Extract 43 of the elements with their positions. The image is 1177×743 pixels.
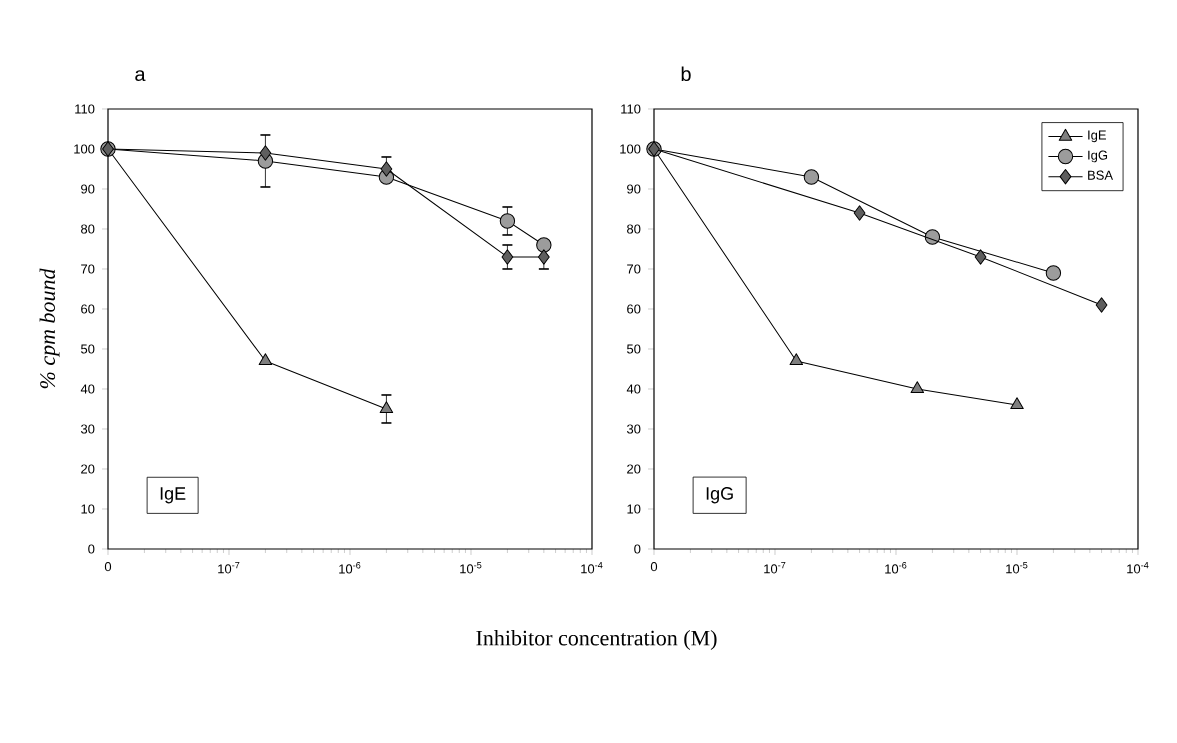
y-tick-label: 70 bbox=[81, 264, 95, 274]
x-tick-label: 0 bbox=[650, 562, 658, 572]
y-tick-label: 60 bbox=[627, 304, 641, 314]
x-tick-label: 10$^{-6}$ bbox=[339, 562, 361, 574]
annotation: IgE bbox=[160, 487, 186, 504]
y-tick-label: 60 bbox=[81, 304, 95, 314]
y-axis-title: % cpm bound bbox=[39, 268, 60, 389]
y-tick-label: 70 bbox=[627, 264, 641, 274]
chart-title: b bbox=[681, 66, 691, 82]
y-tick-label: 90 bbox=[81, 184, 95, 194]
x-tick-label: 10$^{-6}$ bbox=[885, 562, 907, 574]
y-tick-label: 110 bbox=[75, 104, 95, 114]
x-axis-title: Inhibitor concentration (M) bbox=[476, 630, 717, 650]
y-tick-label: 100 bbox=[74, 144, 95, 154]
y-tick-label: 10 bbox=[627, 504, 641, 514]
y-tick-label: 30 bbox=[80, 424, 95, 434]
y-tick-label: 40 bbox=[80, 384, 95, 394]
y-tick-label: 20 bbox=[627, 464, 641, 474]
y-tick-label: 0 bbox=[88, 544, 95, 554]
y-tick-label: 0 bbox=[634, 544, 641, 554]
y-tick-label: 90 bbox=[627, 184, 641, 194]
y-tick-label: 40 bbox=[626, 384, 641, 394]
y-tick-label: 110 bbox=[621, 104, 641, 114]
x-tick-label: 10$^{-5}$ bbox=[460, 562, 482, 574]
legend-label: IgG bbox=[1088, 150, 1108, 163]
x-tick-label: 10$^{-7}$ bbox=[764, 562, 786, 574]
chart-title: a bbox=[135, 70, 146, 82]
y-tick-label: 30 bbox=[626, 424, 641, 434]
y-tick-label: 20 bbox=[81, 464, 95, 474]
x-tick-label: 10$^{-4}$ bbox=[581, 562, 603, 574]
y-tick-label: 100 bbox=[620, 144, 641, 154]
y-tick-label: 80 bbox=[81, 224, 95, 234]
x-tick-label: 10$^{-4}$ bbox=[1127, 562, 1149, 574]
legend-label: IgE bbox=[1088, 130, 1106, 143]
y-tick-label: 50 bbox=[81, 344, 95, 354]
x-tick-label: 10$^{-5}$ bbox=[1006, 562, 1028, 574]
annotation: IgG bbox=[706, 487, 733, 504]
x-tick-label: 10$^{-7}$ bbox=[218, 562, 240, 574]
y-tick-label: 50 bbox=[627, 344, 641, 354]
legend-label: BSA bbox=[1088, 170, 1114, 180]
y-tick-label: 80 bbox=[627, 224, 641, 234]
y-tick-label: 10 bbox=[81, 504, 95, 514]
x-tick-label: 0 bbox=[104, 562, 112, 572]
